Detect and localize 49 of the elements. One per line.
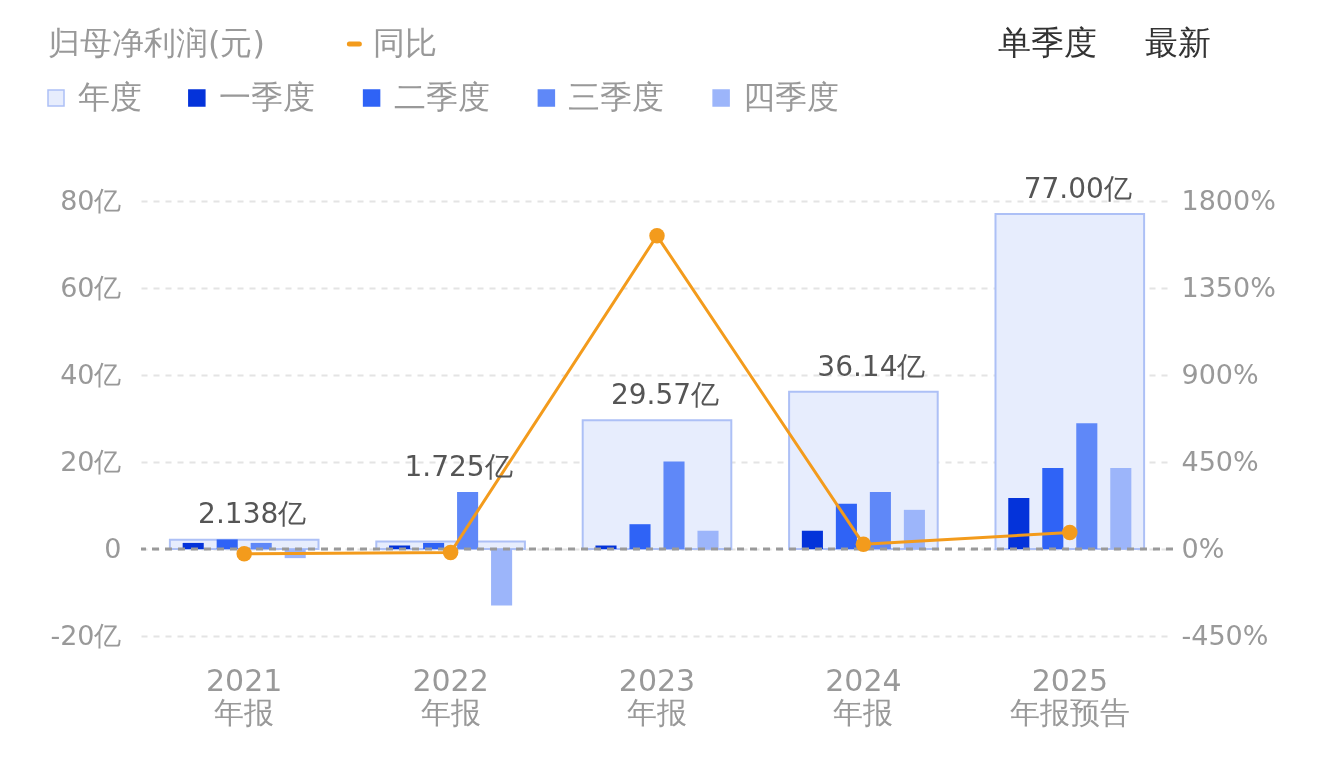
legend-label: 一季度 (218, 78, 315, 116)
bar (801, 530, 823, 549)
bar (491, 549, 513, 606)
bar (250, 542, 272, 549)
point (855, 536, 872, 552)
bar (1076, 423, 1098, 549)
data-label: 36.14亿 (817, 349, 926, 383)
bar (1008, 498, 1030, 549)
bar (1110, 468, 1132, 549)
y-tick-label: 20亿 (60, 445, 122, 477)
y2-tick-label: 1800% (1181, 184, 1276, 216)
data-label: 77.00亿 (1023, 172, 1132, 206)
y2-tick-label: 450% (1181, 445, 1259, 477)
point (236, 546, 252, 562)
x-tick-label: 2022 年报 (412, 662, 489, 730)
bar (629, 524, 651, 549)
point (649, 228, 665, 244)
x-tick-label: 2023 年报 (618, 662, 696, 730)
y-tick-label: 60亿 (60, 271, 122, 303)
y-tick-label: 0 (104, 532, 122, 564)
chart-title: 归母净利润(元) (48, 24, 265, 62)
x-tick-label: 2024 年报 (825, 662, 902, 730)
legend-label: 二季度 (393, 78, 490, 116)
bar (869, 492, 891, 549)
y2-tick-label: 1350% (1181, 271, 1276, 303)
legend-label: 三季度 (568, 78, 665, 116)
y-tick-label: -20亿 (50, 619, 122, 651)
bar (216, 539, 238, 549)
bar (1042, 468, 1064, 549)
legend-label: 同比 (373, 24, 438, 62)
x-tick-label: 2025 年报预告 (1009, 662, 1130, 730)
data-label: 29.57亿 (610, 378, 720, 412)
bar (182, 542, 204, 549)
y2-tick-label: 900% (1181, 358, 1259, 390)
text: 最新 (1144, 23, 1211, 62)
legend-label: 四季度 (743, 78, 840, 116)
data-label: 2.138亿 (198, 497, 307, 531)
y-tick-label: 80亿 (60, 184, 122, 216)
y2-tick-label: -450% (1181, 619, 1269, 651)
y-tick-label: 40亿 (60, 358, 122, 390)
x-tick-label: 2021 年报 (206, 662, 283, 730)
point (442, 544, 459, 561)
bar (697, 530, 719, 549)
text: 单季度 (998, 23, 1097, 62)
bar (663, 461, 685, 549)
point (1062, 524, 1078, 541)
legend-label: 年度 (78, 78, 142, 116)
y2-tick-label: 0% (1181, 532, 1225, 564)
bar (903, 509, 925, 549)
